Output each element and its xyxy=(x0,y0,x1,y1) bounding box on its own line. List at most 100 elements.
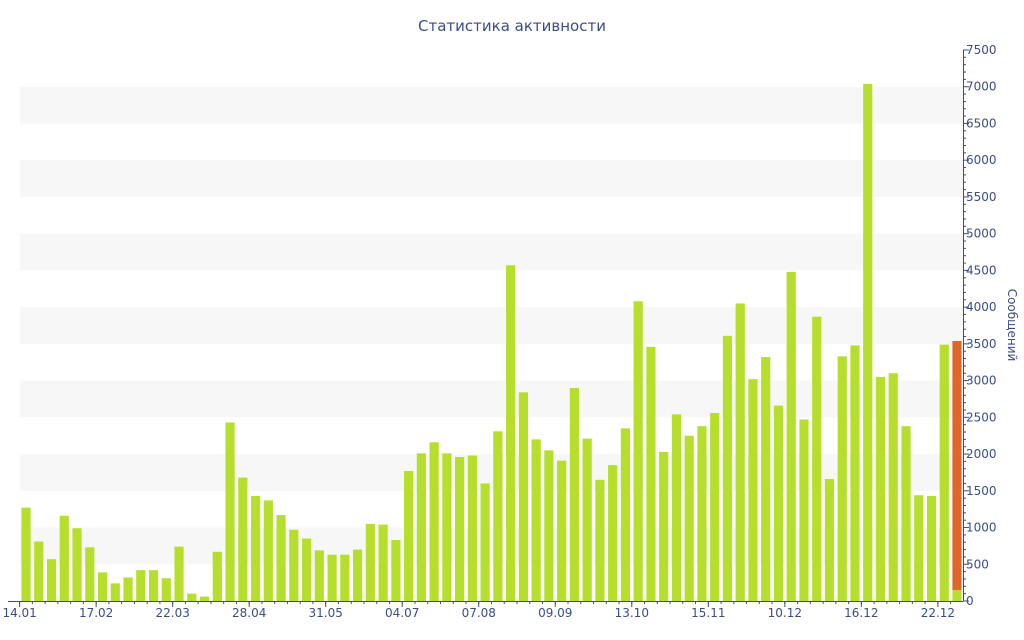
bar xyxy=(352,549,363,601)
y-tick-label: 7000 xyxy=(966,80,997,94)
bar xyxy=(72,528,82,601)
bar xyxy=(544,450,554,601)
bar xyxy=(582,438,592,601)
bar xyxy=(391,540,401,601)
bar xyxy=(199,596,210,601)
x-axis: 14.01 17.02 22.03 28.04 31.05 04.07 07.08 09.09… xyxy=(2,601,963,620)
bar xyxy=(34,541,44,601)
bar xyxy=(850,345,860,601)
bar xyxy=(416,453,426,601)
bar xyxy=(225,422,235,601)
y-tick-label: 3500 xyxy=(966,337,997,351)
bar xyxy=(212,551,222,601)
bar xyxy=(493,431,503,601)
bar xyxy=(327,554,337,601)
bar xyxy=(901,426,911,601)
bar xyxy=(506,265,516,601)
y-tick-label: 6500 xyxy=(966,116,997,130)
bar xyxy=(136,570,146,601)
bar xyxy=(875,376,886,601)
x-tick-label: 31.05 xyxy=(309,606,343,620)
bar xyxy=(378,524,388,601)
y-tick-label: 5500 xyxy=(966,190,997,204)
bar xyxy=(187,593,197,601)
x-tick-label: 14.01 xyxy=(2,606,36,620)
y-tick-label: 0 xyxy=(966,594,974,608)
bar xyxy=(863,83,873,601)
bar xyxy=(722,335,733,601)
bar xyxy=(123,577,133,601)
bar xyxy=(939,344,949,601)
bar xyxy=(569,387,579,601)
bar xyxy=(161,578,171,601)
bar xyxy=(710,412,720,601)
bar xyxy=(952,589,962,601)
bar xyxy=(531,439,541,601)
x-tick-label: 17.02 xyxy=(79,606,113,620)
bar xyxy=(250,495,261,601)
bar xyxy=(518,392,528,601)
y-tick-label: 6000 xyxy=(966,153,997,167)
grid-bands xyxy=(20,86,963,565)
bar xyxy=(697,426,707,601)
y-tick-label: 2000 xyxy=(966,447,997,461)
bar xyxy=(786,271,796,601)
bar xyxy=(429,442,439,601)
grid-band xyxy=(20,233,963,271)
bar xyxy=(404,470,414,601)
bar xyxy=(837,356,847,601)
bar xyxy=(608,465,618,601)
x-tick-label: 13.10 xyxy=(615,606,649,620)
grid-band xyxy=(20,86,963,124)
bar xyxy=(633,301,643,601)
bar xyxy=(148,570,159,601)
bar xyxy=(301,538,312,601)
bar xyxy=(761,357,771,601)
bar xyxy=(263,500,273,601)
x-tick-label: 22.12 xyxy=(921,606,955,620)
bar xyxy=(174,546,184,601)
bar xyxy=(276,515,286,601)
bar xyxy=(314,550,324,601)
bar xyxy=(684,435,694,601)
y-tick-label: 2500 xyxy=(966,410,997,424)
x-tick-label: 10.12 xyxy=(768,606,802,620)
bar xyxy=(773,405,784,601)
bar-highlight xyxy=(952,340,962,590)
x-tick-label: 07.08 xyxy=(462,606,496,620)
bar xyxy=(340,554,350,601)
bar xyxy=(467,455,477,601)
y-tick-label: 4000 xyxy=(966,300,997,314)
x-tick-label: 28.04 xyxy=(232,606,266,620)
grid-band xyxy=(20,160,963,197)
bar xyxy=(799,419,809,601)
bar xyxy=(21,507,31,601)
x-tick-label: 15.11 xyxy=(691,606,725,620)
grid-band xyxy=(20,527,963,565)
grid-band xyxy=(20,454,963,491)
bar xyxy=(659,451,669,601)
bar xyxy=(824,479,835,601)
x-tick-label: 22.03 xyxy=(155,606,189,620)
x-tick-label: 04.07 xyxy=(385,606,419,620)
chart-title: Статистика активности xyxy=(418,17,606,35)
bar xyxy=(812,316,822,601)
bar xyxy=(455,457,465,601)
bar xyxy=(97,572,108,601)
bar xyxy=(110,583,120,601)
bar xyxy=(289,529,299,601)
y-axis-label: Сообщений xyxy=(1005,289,1019,362)
bar xyxy=(888,373,898,601)
bar xyxy=(46,559,57,601)
bar xyxy=(557,460,567,601)
bar xyxy=(620,428,631,601)
y-tick-label: 1500 xyxy=(966,484,997,498)
bar xyxy=(595,479,605,601)
y-tick-label: 3000 xyxy=(966,374,997,388)
bar xyxy=(735,303,745,601)
bar xyxy=(59,515,69,601)
bar xyxy=(365,523,375,601)
bar xyxy=(748,379,758,601)
bar xyxy=(671,414,682,601)
